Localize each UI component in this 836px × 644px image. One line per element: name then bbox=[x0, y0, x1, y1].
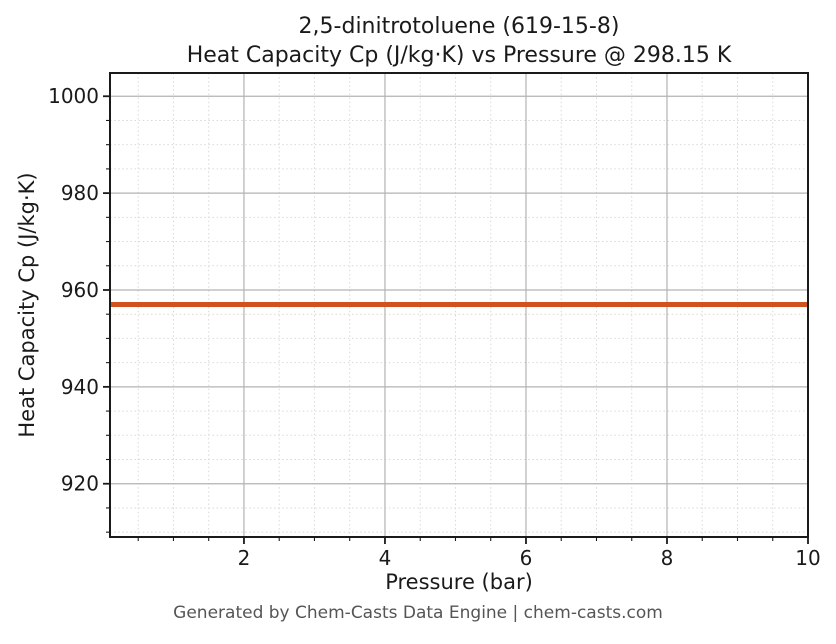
y-tick-label: 920 bbox=[61, 472, 99, 496]
x-tick-label: 8 bbox=[661, 546, 674, 570]
x-tick-label: 4 bbox=[379, 546, 392, 570]
x-tick-label: 10 bbox=[795, 546, 820, 570]
y-tick-label: 940 bbox=[61, 375, 99, 399]
y-tick-label: 980 bbox=[61, 181, 99, 205]
chart-title: 2,5-dinitrotoluene (619-15-8) Heat Capac… bbox=[110, 12, 808, 70]
y-axis-label: Heat Capacity Cp (J/kg·K) bbox=[15, 172, 39, 438]
axis-spines bbox=[109, 72, 809, 538]
y-tick-label: 1000 bbox=[48, 84, 99, 108]
y-tick-label: 960 bbox=[61, 278, 99, 302]
chart-title-line-2: Heat Capacity Cp (J/kg·K) vs Pressure @ … bbox=[186, 43, 732, 68]
chart-title-line-1: 2,5-dinitrotoluene (619-15-8) bbox=[298, 14, 620, 39]
x-tick-label: 2 bbox=[238, 546, 251, 570]
x-axis-label: Pressure (bar) bbox=[385, 570, 533, 594]
footer-credit: Generated by Chem-Casts Data Engine | ch… bbox=[173, 603, 663, 623]
x-tick-label: 6 bbox=[520, 546, 533, 570]
